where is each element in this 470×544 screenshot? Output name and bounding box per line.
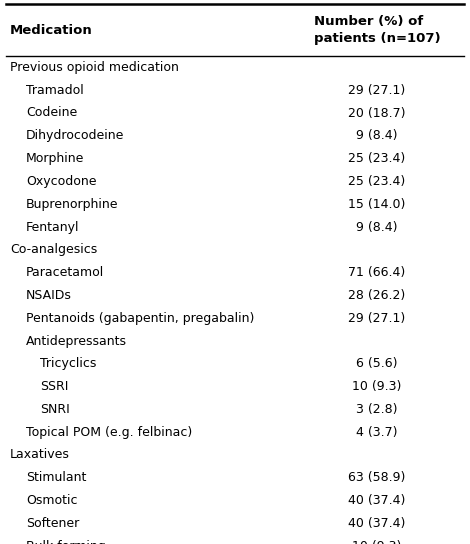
Text: 29 (27.1): 29 (27.1) [348, 84, 406, 97]
Text: NSAIDs: NSAIDs [26, 289, 72, 302]
Text: Antidepressants: Antidepressants [26, 335, 127, 348]
Text: Bulk forming: Bulk forming [26, 540, 106, 544]
Text: Tricyclics: Tricyclics [40, 357, 96, 370]
Text: Buprenorphine: Buprenorphine [26, 197, 118, 211]
Text: Laxatives: Laxatives [10, 448, 70, 461]
Text: Pentanoids (gabapentin, pregabalin): Pentanoids (gabapentin, pregabalin) [26, 312, 254, 325]
Text: 25 (23.4): 25 (23.4) [348, 175, 406, 188]
Text: Morphine: Morphine [26, 152, 85, 165]
Text: 20 (18.7): 20 (18.7) [348, 107, 406, 120]
Text: 28 (26.2): 28 (26.2) [348, 289, 406, 302]
Text: 3 (2.8): 3 (2.8) [356, 403, 398, 416]
Text: 25 (23.4): 25 (23.4) [348, 152, 406, 165]
Text: 15 (14.0): 15 (14.0) [348, 197, 406, 211]
Text: Fentanyl: Fentanyl [26, 220, 79, 233]
Text: Stimulant: Stimulant [26, 471, 86, 484]
Text: 9 (8.4): 9 (8.4) [356, 220, 398, 233]
Text: 63 (58.9): 63 (58.9) [348, 471, 406, 484]
Text: Number (%) of
patients (n=107): Number (%) of patients (n=107) [313, 15, 440, 45]
Text: 4 (3.7): 4 (3.7) [356, 426, 398, 438]
Text: Osmotic: Osmotic [26, 494, 78, 507]
Text: Paracetamol: Paracetamol [26, 266, 104, 279]
Text: 10 (9.3): 10 (9.3) [352, 540, 402, 544]
Text: 40 (37.4): 40 (37.4) [348, 494, 406, 507]
Text: Co-analgesics: Co-analgesics [10, 243, 97, 256]
Text: Dihydrocodeine: Dihydrocodeine [26, 129, 125, 143]
Text: 29 (27.1): 29 (27.1) [348, 312, 406, 325]
Text: 40 (37.4): 40 (37.4) [348, 517, 406, 530]
Text: SNRI: SNRI [40, 403, 70, 416]
Text: Previous opioid medication: Previous opioid medication [10, 61, 179, 74]
Text: Oxycodone: Oxycodone [26, 175, 96, 188]
Text: 6 (5.6): 6 (5.6) [356, 357, 398, 370]
Text: Codeine: Codeine [26, 107, 77, 120]
Text: Topical POM (e.g. felbinac): Topical POM (e.g. felbinac) [26, 426, 192, 438]
Text: Softener: Softener [26, 517, 79, 530]
Text: SSRI: SSRI [40, 380, 68, 393]
Text: Tramadol: Tramadol [26, 84, 84, 97]
Text: 9 (8.4): 9 (8.4) [356, 129, 398, 143]
Text: Medication: Medication [10, 23, 93, 36]
Text: 10 (9.3): 10 (9.3) [352, 380, 402, 393]
Text: 71 (66.4): 71 (66.4) [348, 266, 406, 279]
